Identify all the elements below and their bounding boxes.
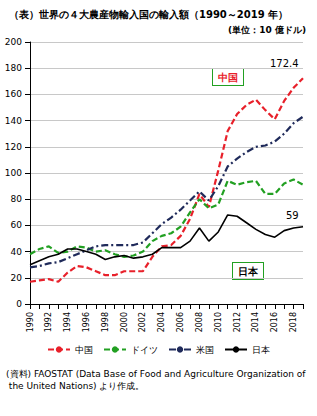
svg-text:120: 120 [5, 142, 22, 152]
svg-text:1996: 1996 [82, 312, 91, 332]
svg-text:1990: 1990 [26, 312, 35, 332]
svg-text:2002: 2002 [138, 312, 147, 332]
svg-text:1994: 1994 [63, 312, 72, 332]
svg-text:日本: 日本 [252, 345, 270, 355]
svg-text:0: 0 [16, 299, 22, 309]
svg-text:2014: 2014 [251, 312, 260, 332]
svg-text:the United Nations) より作成。: the United Nations) より作成。 [6, 381, 144, 391]
svg-text:2000: 2000 [120, 312, 129, 332]
svg-text:2016: 2016 [270, 312, 279, 332]
svg-text:中国: 中国 [75, 345, 93, 355]
svg-text:（表）世界の４大農産物輸入国の輸入額（1990～2019 年: （表）世界の４大農産物輸入国の輸入額（1990～2019 年） [9, 9, 288, 20]
svg-text:2006: 2006 [176, 312, 185, 332]
svg-text:2012: 2012 [233, 312, 242, 332]
svg-text:160: 160 [5, 89, 22, 99]
svg-text:80: 80 [11, 194, 23, 204]
svg-text:2008: 2008 [195, 312, 204, 332]
svg-text:172.4: 172.4 [270, 58, 299, 69]
svg-text:60: 60 [11, 220, 23, 230]
svg-text:59: 59 [286, 210, 299, 221]
svg-text:2004: 2004 [157, 312, 166, 332]
svg-text:200: 200 [5, 37, 22, 47]
svg-text:1998: 1998 [101, 312, 110, 332]
svg-text:1992: 1992 [44, 312, 53, 332]
svg-text:20: 20 [11, 273, 23, 283]
svg-text:(資料) FAOSTAT (Data Base of Foo: (資料) FAOSTAT (Data Base of Food and Agri… [6, 369, 306, 379]
svg-text:2018: 2018 [289, 312, 298, 332]
svg-text:日本: 日本 [238, 266, 259, 277]
svg-text:(単位：10 億ドル): (単位：10 億ドル) [228, 25, 306, 35]
svg-text:100: 100 [5, 168, 22, 178]
svg-text:2010: 2010 [214, 312, 223, 332]
svg-text:ドイツ: ドイツ [131, 345, 158, 355]
svg-text:40: 40 [11, 247, 23, 257]
svg-text:140: 140 [5, 116, 22, 126]
svg-text:中国: 中国 [218, 72, 238, 83]
svg-text:180: 180 [5, 63, 22, 73]
svg-text:米国: 米国 [196, 345, 214, 355]
